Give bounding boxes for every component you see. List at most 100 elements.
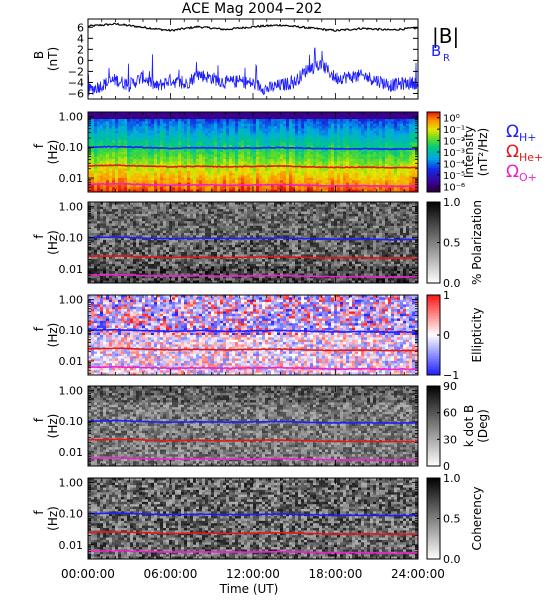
polarization-colorbar-tick-label: 0.5 xyxy=(443,237,461,250)
coherency-heatmap-cells xyxy=(88,478,419,560)
ellipticity-ylabel: f xyxy=(32,326,46,331)
kdotb-gyro-h-plus-line xyxy=(87,419,419,425)
ellipticity-ytick-label: 1.00 xyxy=(59,293,84,306)
intensity-colorbar-tick-label: 10⁻⁴ xyxy=(443,159,465,170)
panel-coherency: 1.00 0.10 0.01 f (Hz) 1.0 0.5 0.0 Coherency xyxy=(32,472,484,566)
kdotb-ytick-label: 0.01 xyxy=(59,446,84,459)
field-ytick-label: 6 xyxy=(77,21,84,34)
field-ytick-label: 2 xyxy=(77,43,84,56)
coherency-ytick-label: 0.01 xyxy=(59,539,84,552)
legend-btotal: |B| xyxy=(432,24,459,48)
coherency-ytick-label: 0.10 xyxy=(59,508,84,521)
polarization-heatmap-cells xyxy=(88,202,419,284)
coherency-yunit: (Hz) xyxy=(46,506,60,531)
kdotb-colorbar-tick-label: 60 xyxy=(443,407,457,420)
coherency-gyro-o-plus-line xyxy=(87,549,419,555)
kdotb-colorbar: 90 60 30 0 k dot B (Deg) xyxy=(426,380,490,473)
field-yunit: (nT) xyxy=(46,47,60,71)
field-ytick-label: −2 xyxy=(68,65,84,78)
polarization-ytick-label: 0.10 xyxy=(59,232,84,245)
ellipticity-heatmap-cells xyxy=(88,295,419,376)
ellipticity-gyro-h-plus-line xyxy=(87,328,419,334)
intensity-colorbar-unit: (nT²/Hz) xyxy=(476,128,490,176)
ellipticity-ytick-label: 0.01 xyxy=(59,355,84,368)
legend-br: B xyxy=(431,42,441,60)
ellipticity-colorbar-tick-label: 0 xyxy=(443,329,450,342)
kdotb-gyro-he-plus-line xyxy=(88,438,418,443)
legend-omega-he: Ω xyxy=(506,142,519,162)
kdotb-heatmap-cells xyxy=(88,386,419,467)
intensity-ytick-label: 1.00 xyxy=(59,110,84,123)
polarization-yunit: (Hz) xyxy=(46,230,60,255)
kdotb-ylabel: f xyxy=(32,417,46,422)
polarization-gyro-o-plus-line xyxy=(87,273,419,279)
polarization-ytick-label: 0.01 xyxy=(59,263,84,276)
ellipticity-colorbar: 1 0 −1 Ellipticity xyxy=(426,289,484,382)
kdotb-gyro-o-plus-line xyxy=(87,456,419,462)
ellipticity-ytick-label: 0.10 xyxy=(59,324,84,337)
kdotb-colorbar-label: k dot B xyxy=(462,405,476,447)
ellipticity-colorbar-tick-label: −1 xyxy=(443,369,459,382)
field-ytick-label: −6 xyxy=(68,87,84,100)
field-ytick-label: −4 xyxy=(68,76,84,89)
field-ytick-label: 0 xyxy=(77,54,84,67)
kdotb-colorbar-frame xyxy=(426,385,441,467)
intensity-colorbar-tick-label: 10⁻⁶ xyxy=(443,182,465,193)
kdotb-colorbar-tick-label: 90 xyxy=(443,380,457,393)
time-axis: 00:00:00 06:00:00 12:00:00 18:00:00 24:00:00… xyxy=(61,19,445,596)
field-plot-area xyxy=(88,19,418,99)
ellipticity-gyro-o-plus-line xyxy=(87,365,419,371)
xaxis-label: Time (UT) xyxy=(219,582,279,596)
panel-intensity: 1.00 0.10 0.01 f (Hz) 10⁰10⁻¹10⁻²10⁻³10⁻⁴10⁻⁵… xyxy=(32,110,543,193)
kdotb-ytick-label: 0.10 xyxy=(59,415,84,428)
coherency-gyro-he-plus-line xyxy=(87,530,419,536)
intensity-colorbar-tick-label: 10⁻⁵ xyxy=(443,171,465,182)
intensity-yunit: (Hz) xyxy=(46,140,60,165)
legend-br-sub: R xyxy=(443,53,450,64)
coherency-ytick-label: 1.00 xyxy=(59,477,84,490)
coherency-colorbar-tick-label: 0.0 xyxy=(443,553,461,566)
intensity-gyro-o-plus-line xyxy=(88,182,419,188)
intensity-colorbar-tick-label: 10⁻³ xyxy=(443,148,465,159)
kdotb-colorbar-tick-label: 0 xyxy=(443,460,450,473)
coherency-colorbar-label: Coherency xyxy=(470,486,484,550)
polarization-colorbar-label: % Polarization xyxy=(470,200,484,285)
intensity-ytick-label: 0.01 xyxy=(59,172,84,185)
intensity-colorbar-label: Intensity xyxy=(462,126,476,178)
intensity-ytick-label: 0.10 xyxy=(59,141,84,154)
polarization-colorbar: 1.0 0.5 0.0 % Polarization xyxy=(426,196,484,290)
coherency-colorbar: 1.0 0.5 0.0 Coherency xyxy=(426,472,484,566)
panel-polarization: 1.00 0.10 0.01 f (Hz) 1.0 0.5 0.0 % Polarization xyxy=(32,196,484,290)
polarization-colorbar-tick-label: 1.0 xyxy=(443,196,461,209)
legend-omega-o: Ω xyxy=(506,162,519,182)
intensity-heatmap-cells xyxy=(88,112,419,193)
polarization-colorbar-tick-label: 0.0 xyxy=(443,277,461,290)
xtick-label: 00:00:00 xyxy=(61,567,115,581)
polarization-gyro-h-plus-line xyxy=(88,236,418,241)
series-btotal-line xyxy=(87,22,419,32)
polarization-gyro-he-plus-line xyxy=(87,254,419,260)
coherency-colorbar-tick-label: 0.5 xyxy=(443,513,461,526)
intensity-gyro-he-plus-line xyxy=(87,164,419,169)
legend-omega-h-sub: H+ xyxy=(519,131,537,144)
polarization-ytick-label: 1.00 xyxy=(59,201,84,214)
ellipticity-colorbar-label: Ellipticity xyxy=(470,308,484,363)
intensity-colorbar-tick-label: 10⁰ xyxy=(443,114,460,125)
intensity-gyro-h-plus-line xyxy=(87,145,419,151)
xtick-label: 12:00:00 xyxy=(226,567,280,581)
kdotb-ytick-label: 1.00 xyxy=(59,384,84,397)
legend-omega-he-sub: He+ xyxy=(519,151,543,164)
field-ylabel: B xyxy=(32,51,46,59)
xtick-label: 18:00:00 xyxy=(309,567,363,581)
legend-omega-o-sub: O+ xyxy=(519,171,537,184)
ellipticity-gyro-he-plus-line xyxy=(88,347,418,352)
intensity-ylabel: f xyxy=(32,143,46,148)
coherency-ylabel: f xyxy=(32,510,46,515)
field-ytick-label: 4 xyxy=(77,32,84,45)
coherency-colorbar-tick-label: 1.0 xyxy=(443,472,461,485)
coherency-gyro-h-plus-line xyxy=(87,511,419,517)
panel-kdotb: 1.00 0.10 0.01 f (Hz) 90 60 30 0 k dot B (Deg) xyxy=(32,380,490,473)
kdotb-colorbar-unit: (Deg) xyxy=(476,409,490,443)
ellipticity-colorbar-tick-label: 1 xyxy=(443,289,450,302)
